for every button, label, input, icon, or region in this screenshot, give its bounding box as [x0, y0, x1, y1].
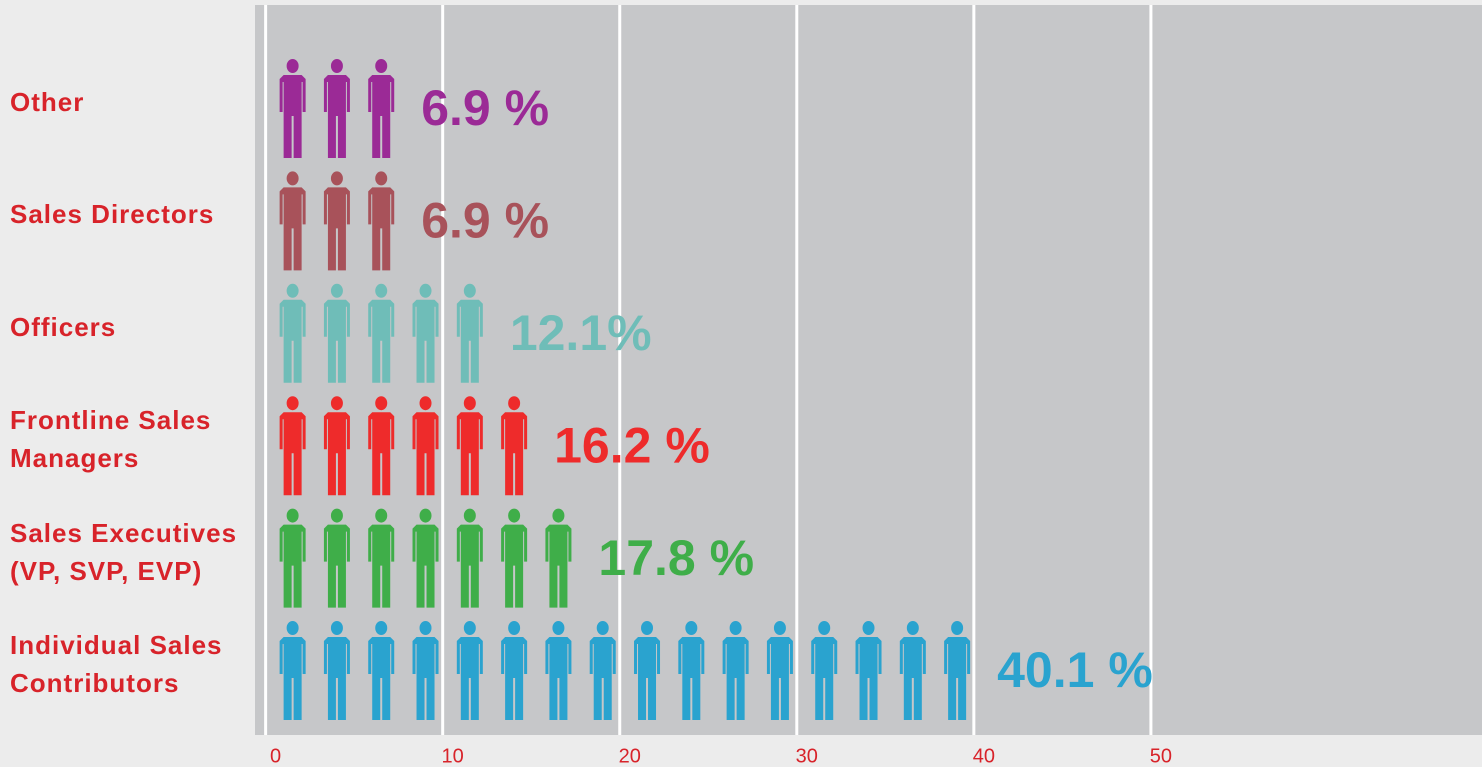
grid — [264, 5, 1153, 735]
category-label: Sales Directors — [10, 199, 215, 230]
category-label: Sales Executives (VP, SVP, EVP) — [10, 517, 238, 586]
x-tick-label: 30 — [796, 745, 818, 767]
x-tick-label: 40 — [973, 745, 995, 767]
category-label: Officers — [10, 311, 117, 342]
x-tick-label: 10 — [442, 745, 464, 767]
category-label: Frontline Sales Managers — [10, 405, 212, 474]
value-label: 17.8 % — [598, 530, 754, 586]
x-tick-label: 20 — [619, 745, 641, 767]
value-label: 6.9 % — [421, 80, 549, 136]
value-label: 6.9 % — [421, 193, 549, 249]
x-tick-label: 50 — [1150, 745, 1172, 767]
value-label: 12.1% — [510, 305, 652, 361]
category-label: Individual Sales Contributors — [10, 630, 223, 698]
value-label: 16.2 % — [554, 417, 710, 473]
x-tick-label: 0 — [270, 745, 281, 767]
value-label: 40.1 % — [997, 642, 1153, 698]
category-label: Other — [10, 87, 85, 117]
plot-area — [255, 5, 1482, 735]
